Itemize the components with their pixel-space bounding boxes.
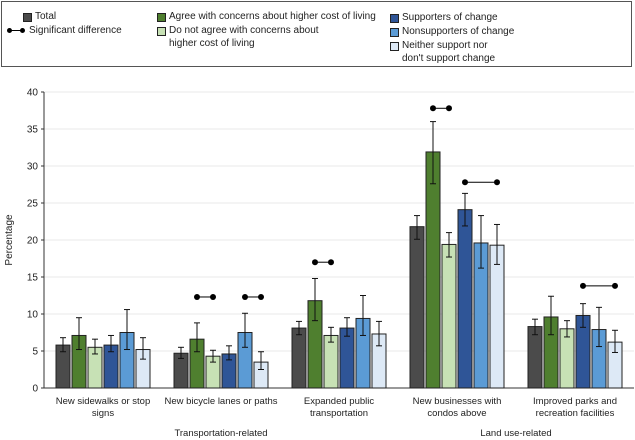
legend-swatch <box>390 28 399 37</box>
legend-label: Do not agree with concerns about higher … <box>169 25 319 49</box>
legend-item-neither: Neither support nor don't support change <box>390 39 510 65</box>
y-tick-label: 40 <box>27 88 39 99</box>
legend-swatch <box>23 13 32 22</box>
x-group-label: Land use-related <box>480 428 552 439</box>
legend-item-nonsupporters: Nonsupporters of change <box>390 25 514 38</box>
x-category-label: Improved parks and recreation facilities <box>533 396 617 419</box>
x-category-label: New businesses with condos above <box>412 396 502 419</box>
significance-dot <box>312 259 318 266</box>
legend: Total Significant difference Agree with … <box>1 1 632 67</box>
y-tick-label: 35 <box>27 125 39 136</box>
legend-label: Neither support nor don't support change <box>402 40 496 64</box>
legend-item-supporters: Supporters of change <box>390 11 498 24</box>
significance-dot <box>446 105 452 112</box>
y-tick-label: 20 <box>27 236 39 247</box>
legend-label: Nonsupporters of change <box>402 26 515 37</box>
x-category-label: Expanded public transportation <box>303 396 375 419</box>
y-tick-label: 30 <box>27 162 39 173</box>
bar <box>409 226 425 389</box>
x-category-label: New sidewalks or stop signs <box>55 396 151 419</box>
legend-item-significant: Significant difference <box>7 24 122 37</box>
significance-dot <box>580 282 586 289</box>
significance-dot <box>194 293 200 300</box>
y-axis-label: Percentage <box>4 214 15 266</box>
legend-item-total: Total <box>23 10 56 23</box>
bar <box>527 326 543 389</box>
significance-dot <box>462 179 468 186</box>
bar <box>559 328 575 389</box>
legend-label: Supporters of change <box>402 12 498 23</box>
significance-dot <box>210 293 216 300</box>
significance-dot <box>430 105 436 112</box>
significance-dot <box>258 293 264 300</box>
legend-label: Significant difference <box>29 25 122 36</box>
significance-dot <box>494 179 500 186</box>
significance-dot <box>612 282 618 289</box>
bar <box>489 244 505 389</box>
significance-dot <box>328 259 334 266</box>
legend-label: Total <box>35 11 57 22</box>
bar <box>441 243 457 389</box>
y-tick-label: 25 <box>27 199 39 210</box>
y-tick-label: 10 <box>27 310 39 321</box>
bar <box>425 151 441 389</box>
significance-dot <box>242 293 248 300</box>
y-tick-label: 15 <box>27 273 39 284</box>
bar <box>323 334 339 389</box>
bar <box>457 209 473 389</box>
x-group-label: Transportation-related <box>174 428 268 439</box>
bar <box>339 327 355 389</box>
legend-swatch <box>390 14 399 23</box>
x-category-label: New bicycle lanes or paths <box>164 396 278 407</box>
legend-item-agree: Agree with concerns about higher cost of… <box>157 10 376 23</box>
significance-marker-icon <box>7 24 25 37</box>
y-tick-label: 0 <box>32 384 38 395</box>
y-tick-label: 5 <box>32 347 38 358</box>
legend-item-disagree: Do not agree with concerns about higher … <box>157 24 342 50</box>
bar <box>291 327 307 389</box>
legend-swatch <box>390 42 399 51</box>
legend-swatch <box>157 13 166 22</box>
legend-swatch <box>157 27 166 36</box>
legend-label: Agree with concerns about higher cost of… <box>169 11 376 22</box>
